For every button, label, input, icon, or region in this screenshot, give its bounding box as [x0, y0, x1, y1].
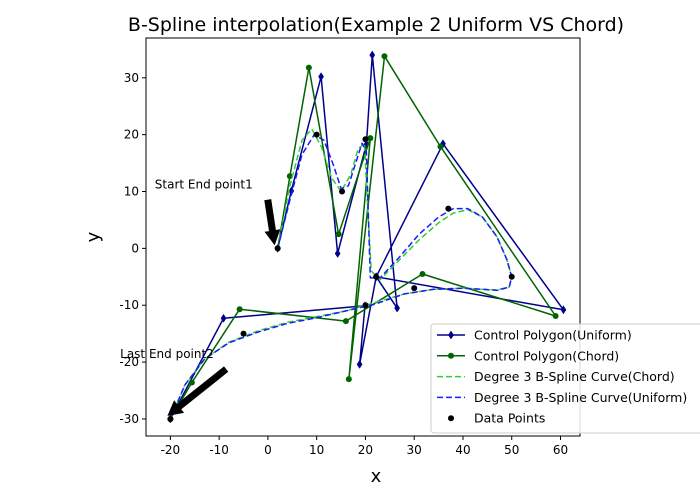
- legend-label: Control Polygon(Uniform): [474, 328, 632, 343]
- legend-label: Degree 3 B-Spline Curve(Chord): [474, 369, 675, 384]
- data-point: [334, 249, 341, 258]
- data-point: [419, 270, 426, 277]
- legend-item: Control Polygon(Uniform): [437, 328, 632, 343]
- data-point: [362, 302, 369, 309]
- data-point: [381, 53, 388, 60]
- legend-item: Degree 3 B-Spline Curve(Uniform): [437, 390, 687, 405]
- data-point: [411, 285, 418, 292]
- data-point: [274, 245, 281, 252]
- annotations: Start End point1 Last End point2: [120, 178, 281, 416]
- legend-swatch-marker: [448, 330, 454, 340]
- x-tick-label: 0: [264, 443, 272, 457]
- legend-item: Data Points: [448, 411, 545, 426]
- legend-swatch-marker: [448, 415, 454, 422]
- x-tick-label: -20: [161, 443, 181, 457]
- data-point: [437, 143, 444, 150]
- x-tick-label: 50: [504, 443, 519, 457]
- data-point: [240, 330, 247, 337]
- data-point: [445, 205, 452, 212]
- plot-area: [167, 50, 567, 424]
- data-point: [394, 303, 401, 313]
- y-tick-label: 20: [124, 128, 139, 142]
- data-point: [313, 131, 320, 138]
- data-point: [508, 273, 515, 280]
- x-tick-label: 30: [407, 443, 422, 457]
- x-tick-label: -10: [209, 443, 229, 457]
- x-axis-label: x: [371, 466, 382, 487]
- y-tick-label: -30: [119, 412, 139, 426]
- y-tick-label: 0: [131, 241, 139, 255]
- data-point: [339, 188, 346, 195]
- data-point: [220, 313, 227, 323]
- data-point: [167, 415, 174, 422]
- x-tick-label: 40: [455, 443, 470, 457]
- data-point: [188, 379, 195, 386]
- annotation-arrow: [167, 366, 229, 416]
- legend-item: Degree 3 B-Spline Curve(Chord): [437, 369, 675, 384]
- y-tick-label: 10: [124, 185, 139, 199]
- data-point: [362, 136, 369, 143]
- plot-frame: [145, 37, 581, 437]
- y-tick-label: -20: [119, 355, 139, 369]
- data-point: [560, 305, 567, 315]
- data-point: [369, 50, 376, 60]
- data-point: [305, 64, 312, 71]
- data-point: [318, 72, 324, 82]
- y-tick-label: -10: [119, 298, 139, 312]
- legend-label: Degree 3 B-Spline Curve(Uniform): [474, 390, 687, 405]
- legend-item: Control Polygon(Chord): [437, 348, 619, 363]
- legend-box: [430, 323, 700, 434]
- data-point: [552, 313, 559, 320]
- y-tick-label: 30: [124, 71, 139, 85]
- legend-label: Control Polygon(Chord): [474, 348, 619, 363]
- legend-label: Data Points: [474, 411, 545, 426]
- data-point: [236, 306, 243, 313]
- series-line: [169, 128, 513, 420]
- chart-title: B-Spline interpolation(Example 2 Uniform…: [128, 14, 624, 36]
- data-point: [342, 318, 349, 325]
- data-point: [367, 135, 374, 142]
- x-tick-label: 60: [553, 443, 568, 457]
- legend-swatch-marker: [448, 352, 454, 359]
- legend: Control Polygon(Uniform) Control Polygon(…: [430, 323, 700, 434]
- annotation-arrow: [264, 199, 281, 246]
- data-point: [335, 231, 342, 238]
- series-line: [169, 55, 557, 420]
- x-tick-label: 20: [358, 443, 373, 457]
- annotation-label: Last End point2: [120, 347, 214, 361]
- series-4: [167, 131, 515, 422]
- x-axis: -20 -10 0 10 20 30 40 50 60: [161, 436, 568, 457]
- x-tick-label: 10: [309, 443, 324, 457]
- data-point: [373, 273, 380, 280]
- series-2: [169, 128, 513, 420]
- data-point: [345, 376, 352, 383]
- y-axis-label: y: [83, 231, 104, 242]
- data-point: [356, 359, 363, 369]
- y-axis: -30 -20 -10 0 10 20 30: [119, 71, 146, 426]
- annotation-label: Start End point1: [155, 178, 253, 192]
